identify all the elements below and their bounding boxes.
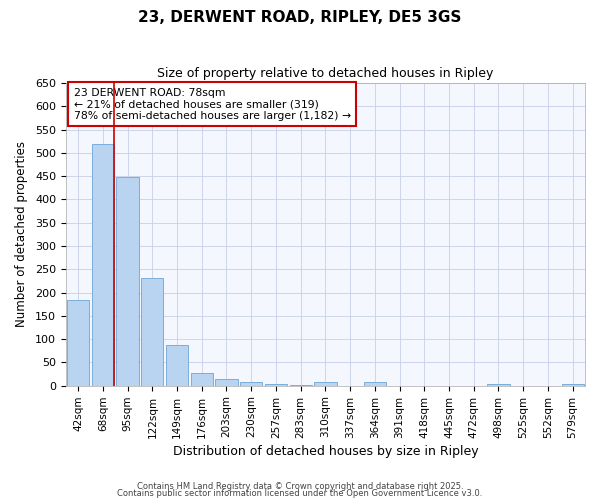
Bar <box>116 176 139 386</box>
Bar <box>191 373 213 386</box>
Bar <box>562 384 584 386</box>
Text: 23, DERWENT ROAD, RIPLEY, DE5 3GS: 23, DERWENT ROAD, RIPLEY, DE5 3GS <box>139 10 461 25</box>
Bar <box>487 384 509 386</box>
X-axis label: Distribution of detached houses by size in Ripley: Distribution of detached houses by size … <box>173 444 478 458</box>
Bar <box>364 382 386 386</box>
Y-axis label: Number of detached properties: Number of detached properties <box>15 142 28 328</box>
Title: Size of property relative to detached houses in Ripley: Size of property relative to detached ho… <box>157 68 494 80</box>
Bar <box>265 384 287 386</box>
Bar <box>92 144 114 386</box>
Bar <box>166 344 188 386</box>
Bar <box>67 300 89 386</box>
Bar <box>141 278 163 386</box>
Text: Contains HM Land Registry data © Crown copyright and database right 2025.: Contains HM Land Registry data © Crown c… <box>137 482 463 491</box>
Bar <box>314 382 337 386</box>
Bar <box>240 382 262 386</box>
Text: 23 DERWENT ROAD: 78sqm
← 21% of detached houses are smaller (319)
78% of semi-de: 23 DERWENT ROAD: 78sqm ← 21% of detached… <box>74 88 351 121</box>
Bar <box>215 379 238 386</box>
Text: Contains public sector information licensed under the Open Government Licence v3: Contains public sector information licen… <box>118 489 482 498</box>
